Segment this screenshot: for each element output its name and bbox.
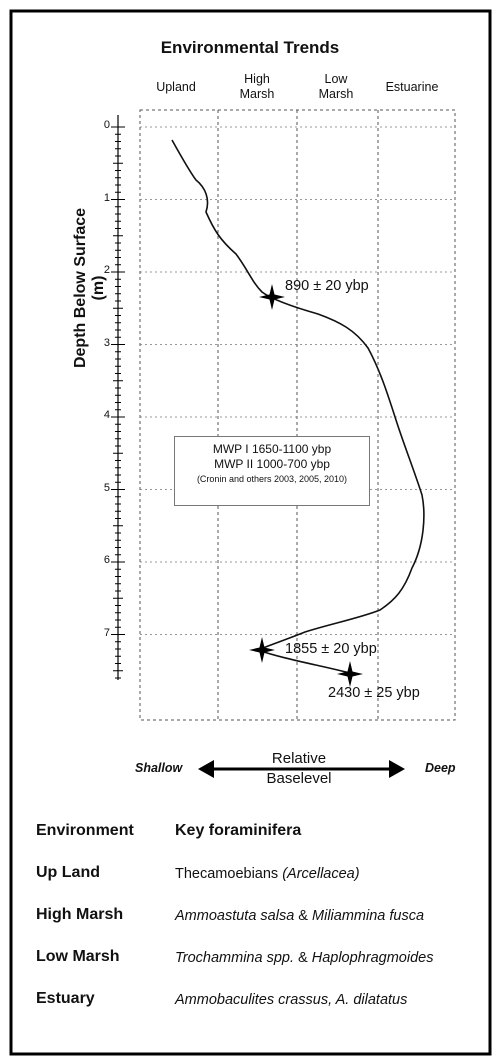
depth-tick-label: 4 [103, 409, 110, 421]
star-marker-1855 [249, 637, 275, 663]
column-header-low-marsh: Low Marsh [296, 72, 376, 102]
mwp-citation: (Cronin and others 2003, 2005, 2010) [196, 474, 348, 484]
table-fora-high-marsh: Ammoastuta salsa & Miliammina fusca [175, 908, 425, 924]
baselevel-double-arrow [198, 760, 405, 778]
column-header-high-marsh-text: High Marsh [239, 72, 275, 101]
column-header-upland: Upland [156, 80, 196, 94]
star-marker-890 [259, 284, 285, 310]
depth-tick-label: 6 [103, 554, 110, 566]
depth-tick-label: 5 [103, 481, 110, 494]
column-header-high-marsh: High Marsh [217, 72, 297, 102]
environment-curve [171, 139, 425, 674]
deep-label: Deep [425, 761, 456, 775]
chart-title: Environmental Trends [160, 38, 340, 57]
table-header-foraminifera: Key foraminifera [175, 822, 302, 839]
baselevel-label: Baselevel [266, 770, 332, 787]
date-label-890: 890 ± 20 ybp [285, 278, 369, 294]
mwp-info-box: MWP I 1650-1100 ybp MWP II 1000-700 ybp … [174, 436, 370, 506]
date-label-1855: 1855 ± 20 ybp [285, 641, 377, 657]
depth-tick-label: 7 [103, 626, 110, 639]
column-header-estuarine: Estuarine [385, 80, 439, 94]
y-axis-label: Depth Below Surface (m) [72, 207, 107, 369]
star-marker-2430 [337, 661, 363, 687]
table-header-environment: Environment [36, 822, 134, 839]
relative-label: Relative [271, 750, 327, 767]
table-fora-low-marsh: Trochammina spp. & Haplophragmoides [175, 950, 434, 966]
outer-frame [9, 9, 492, 1056]
column-header-low-marsh-text: Low Marsh [318, 72, 354, 101]
mwp-line-2: MWP II 1000-700 ybp [214, 457, 330, 471]
depth-axis-ticks [111, 126, 125, 679]
depth-tick-label: 1 [103, 191, 110, 204]
table-fora-estuary: Ammobaculites crassus, A. dilatatus [175, 992, 408, 1008]
mwp-line-1: MWP I 1650-1100 ybp [212, 442, 332, 456]
date-label-2430: 2430 ± 25 ybp [328, 685, 420, 701]
table-fora-upland: Thecamoebians (Arcellacea) [175, 866, 360, 882]
depth-tick-label: 3 [103, 336, 110, 349]
shallow-label: Shallow [135, 761, 183, 775]
table-env-high-marsh: High Marsh [36, 906, 124, 923]
table-env-low-marsh: Low Marsh [36, 948, 120, 965]
depth-tick-label: 0 [103, 119, 110, 131]
depth-tick-label: 2 [103, 264, 110, 276]
table-env-upland: Up Land [36, 864, 100, 881]
table-env-estuary: Estuary [36, 990, 95, 1007]
